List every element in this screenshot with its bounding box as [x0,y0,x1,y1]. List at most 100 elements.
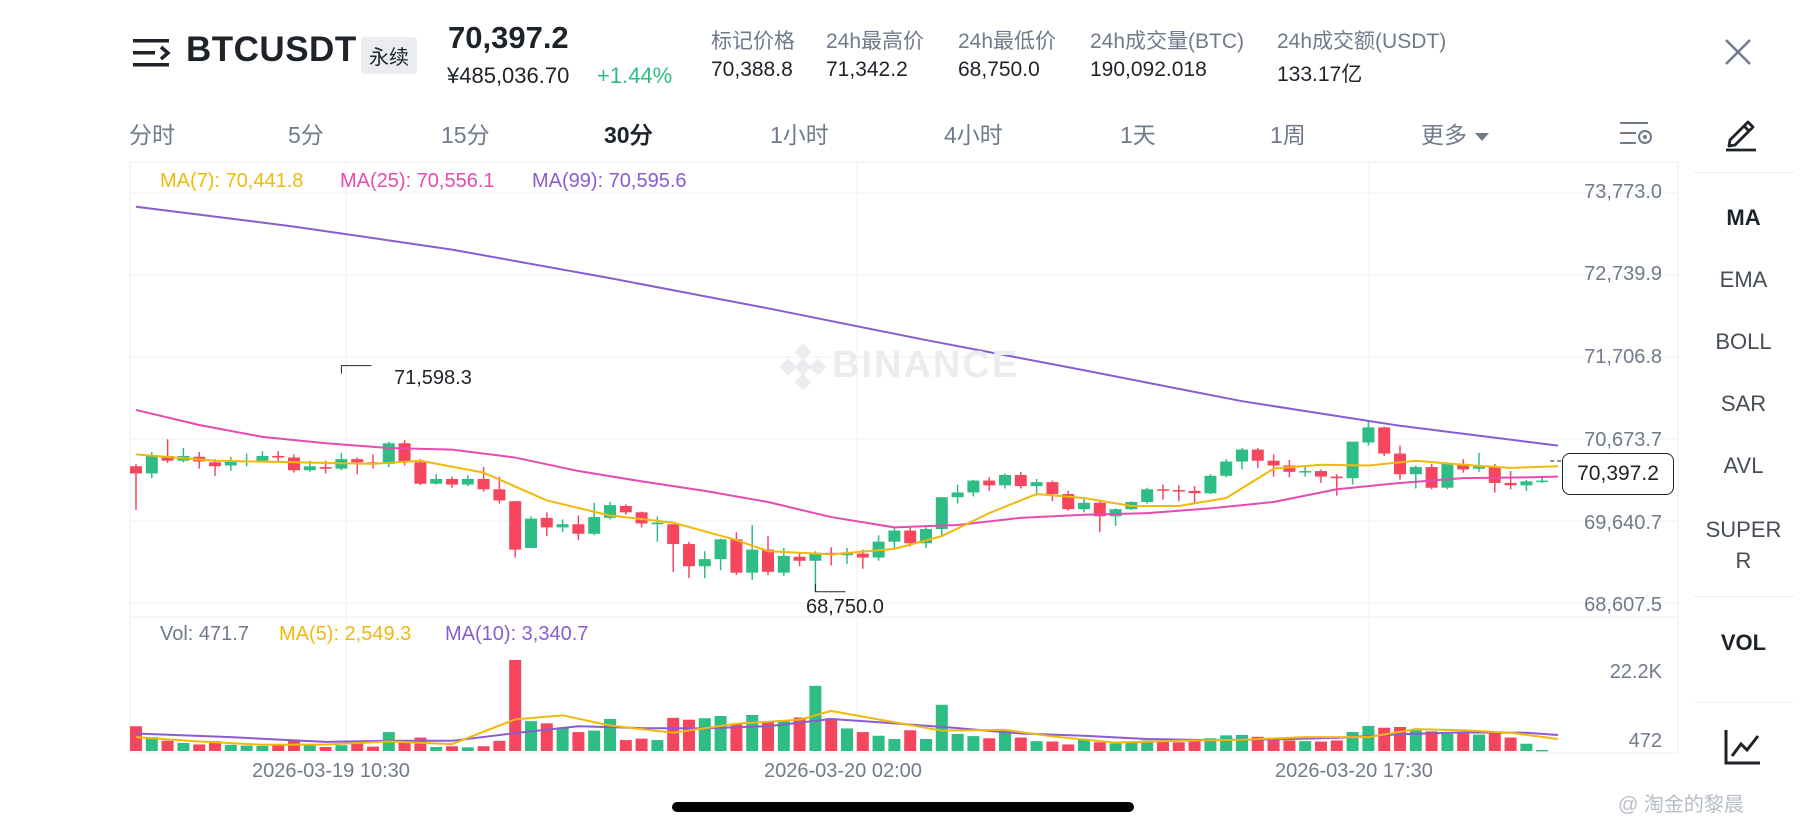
volume-bar [1409,730,1422,751]
y-tick-label: 72,739.9 [1584,263,1662,285]
indicator-boll[interactable]: BOLL [1715,329,1772,354]
volume-bar [1504,737,1517,751]
tab-4h[interactable]: 4小时 [944,122,1003,148]
candle-body [730,539,743,573]
close-icon[interactable] [1722,36,1754,68]
menu-icon[interactable] [133,36,173,70]
candle-body [635,512,648,524]
y-tick-label: 69,640.7 [1584,512,1662,534]
candle-body [1220,461,1233,476]
volume-bar [335,745,348,751]
binance-logo-icon [779,343,827,391]
volume-bar [841,728,853,751]
draw-pencil-icon[interactable] [1722,114,1760,152]
volume-bar [446,746,458,751]
volume-bar [1078,738,1090,751]
volume-bar [588,730,601,751]
candle-body [1030,482,1043,487]
volume-bar [967,736,980,751]
volume-bar [1488,732,1501,751]
volume-bar [714,716,727,751]
candle-body [1346,441,1359,479]
indicator-ema[interactable]: EMA [1719,267,1768,292]
indicator-sidebar: MA EMA BOLL SAR AVL SUPER R VOL [1686,100,1801,780]
low-marker-line [814,583,846,593]
candle-body [667,524,680,545]
candle-body [683,544,695,567]
candle-body [935,497,948,529]
candle-body [525,518,537,549]
candle-body [1141,489,1154,502]
x-tick-label: 2026-03-19 10:30 [252,760,410,782]
volume-bar [1520,743,1533,751]
candle-body [493,489,506,501]
candle-body [1299,471,1312,473]
interval-tabs: 分时 5分 15分 30分 1小时 4小时 1天 1周 更多 [0,108,1680,154]
chart-settings-icon[interactable] [1618,120,1654,148]
indicator-sar[interactable]: SAR [1720,391,1767,416]
volume-usdt-value: 133.17亿 [1277,63,1363,86]
tab-1d[interactable]: 1天 [1120,122,1156,148]
symbol-name[interactable]: BTCUSDT [186,30,357,69]
chart-indicator-icon[interactable] [1724,728,1762,766]
candle-body [1236,449,1248,462]
tab-5m[interactable]: 5分 [288,122,324,148]
volume-bar [414,737,427,751]
candle-body [714,539,727,560]
indicator-super[interactable]: SUPER R [1686,514,1801,576]
home-indicator[interactable] [672,802,1134,812]
volume-bar [1188,739,1201,751]
tab-more[interactable]: 更多 [1421,116,1489,150]
indicator-ma[interactable]: MA [1726,205,1761,230]
vol-tick-label: 22.2K [1609,661,1662,683]
ma25-line [135,408,1559,529]
ma99-line [135,205,1559,447]
indicator-avl[interactable]: AVL [1723,453,1764,478]
candle-body [1409,467,1422,475]
sidebar-divider [1694,172,1794,173]
volume-bar [1299,741,1312,751]
candle-body [1093,502,1106,517]
volume-bar [825,718,838,751]
candle-body [1078,502,1090,510]
volume-bar [856,732,869,751]
ma7-line [135,453,1559,556]
candle-body [556,524,569,528]
legend-ma25: MA(25): 70,556.1 [340,170,495,192]
legend-ma7: MA(7): 70,441.8 [160,170,304,192]
candle-body [1378,427,1391,454]
volume-bar [256,745,269,751]
volume-bar [1378,727,1391,751]
candle-body [1251,449,1264,461]
tab-1w[interactable]: 1周 [1270,122,1306,148]
volume-bar [746,714,759,751]
tab-1h[interactable]: 1小时 [770,122,829,148]
volume-bar [240,745,253,751]
mark-price-label: 标记价格 [711,30,795,53]
volume-bar [1125,742,1138,751]
sidebar-divider [1694,596,1794,597]
tab-15m[interactable]: 15分 [441,122,490,148]
candle-body [351,459,364,463]
candle-body [1441,463,1454,488]
tab-time-sharing[interactable]: 分时 [129,122,175,148]
volume-bar [1315,741,1327,751]
volume-bar [367,746,379,751]
indicator-super-label: SUPER [1705,517,1782,542]
candle-body [809,552,822,561]
volume-bar [1457,733,1470,751]
candle-body [224,461,237,466]
volume-bar [430,746,443,751]
indicator-vol[interactable]: VOL [1720,630,1767,655]
tab-30m[interactable]: 30分 [604,122,653,148]
candle-body [951,492,964,498]
volume-bar [1062,744,1075,751]
candle-body [999,475,1011,486]
candle-body [1046,482,1059,495]
volume-bar [209,741,221,751]
candle-body [1425,467,1438,488]
current-price-tag[interactable]: 70,397.2 [1562,453,1674,495]
candle-body [1457,463,1470,470]
volume-bar [224,744,237,751]
